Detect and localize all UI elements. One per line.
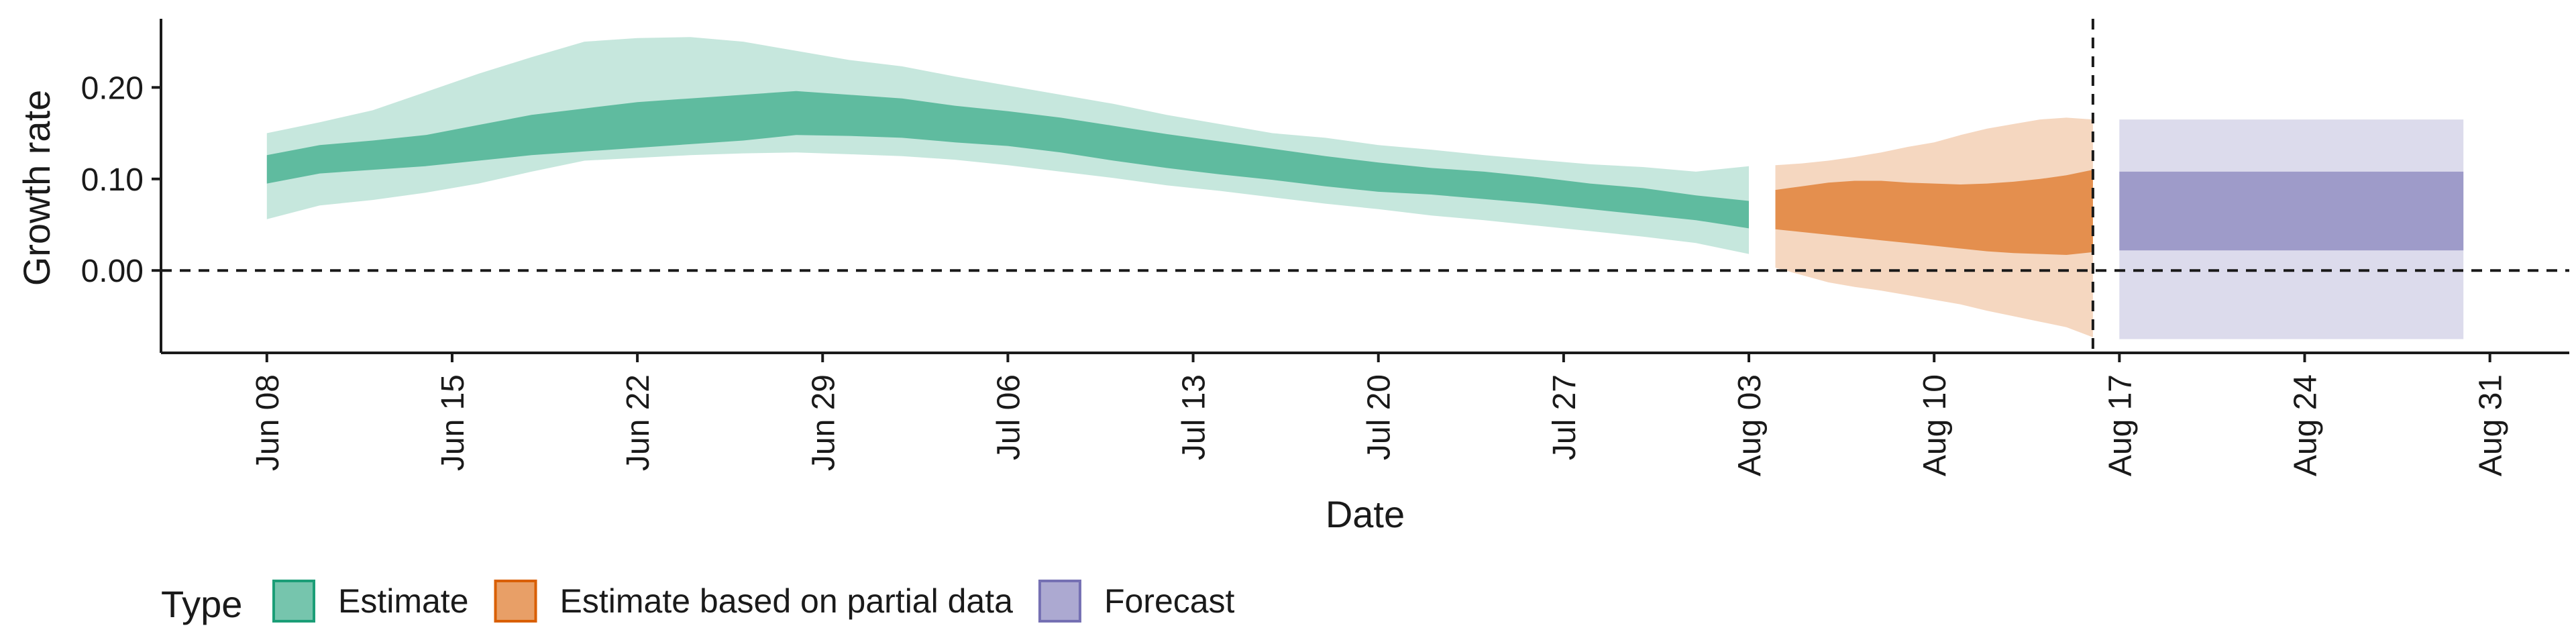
y-ticks: 0.00 0.10 0.20 xyxy=(81,70,161,289)
legend-swatch-forecast xyxy=(1038,580,1081,623)
x-tick-label: Jun 22 xyxy=(621,374,656,471)
x-tick-label: Jul 27 xyxy=(1547,374,1582,460)
estimate-50-interval-band xyxy=(266,91,1749,229)
x-tick-label: Jun 08 xyxy=(250,374,286,471)
x-tick-label: Jun 29 xyxy=(806,374,841,471)
legend-label-estimate: Estimate xyxy=(338,582,469,620)
reference-lines xyxy=(161,19,2569,353)
x-tick-label: Jul 20 xyxy=(1362,374,1397,460)
x-tick-label: Aug 31 xyxy=(2473,374,2509,476)
legend-label-estimate-based-on-partial-data: Estimate based on partial data xyxy=(560,582,1014,620)
y-tick-label: 0.00 xyxy=(81,254,144,289)
x-tick-label: Aug 24 xyxy=(2288,374,2324,476)
x-tick-label: Aug 10 xyxy=(1917,374,1953,476)
x-ticks: Jun 08 Jun 15 Jun 22 Jun 29 Jul 06 Jul 13 Jul … xyxy=(250,353,2509,476)
legend: Type Estimate Estimate based on partial d… xyxy=(161,580,1235,625)
y-axis-title: Growth rate xyxy=(15,90,58,286)
x-axis-title: Date xyxy=(1326,493,1405,535)
legend-swatch-estimate xyxy=(272,580,315,623)
x-tick-label: Aug 03 xyxy=(1732,374,1768,476)
ribbon-layer xyxy=(266,37,2464,339)
forecast-50-interval-band xyxy=(2119,171,2464,251)
legend-title: Type xyxy=(161,583,242,625)
estimate-based-on-partial-data-50-interval-band xyxy=(1775,170,2093,255)
legend-label-forecast: Forecast xyxy=(1104,582,1235,620)
legend-swatch-estimate-based-on-partial-data xyxy=(494,580,537,623)
x-tick-label: Jun 15 xyxy=(435,374,471,471)
y-tick-label: 0.10 xyxy=(81,162,144,198)
y-tick-label: 0.20 xyxy=(81,70,144,106)
x-tick-label: Aug 17 xyxy=(2102,374,2138,476)
axes xyxy=(160,19,2569,354)
x-tick-label: Jul 06 xyxy=(991,374,1026,460)
x-tick-label: Jul 13 xyxy=(1177,374,1212,460)
